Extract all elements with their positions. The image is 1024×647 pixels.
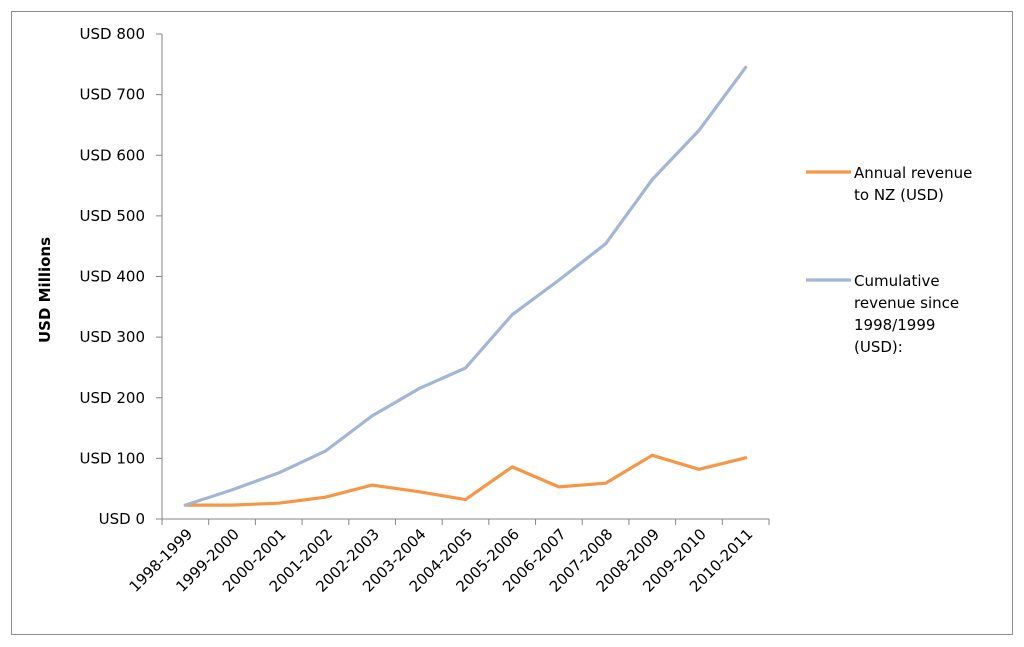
line-chart: USD 0 USD 100 USD 200 USD 300 USD 400 USD 500…: [36, 25, 972, 596]
y-tick-label: USD 300: [80, 328, 145, 346]
y-tick-label: USD 500: [80, 207, 145, 225]
x-tick-labels: 1998-19991999-20002000-20012001-20022002…: [126, 525, 757, 596]
legend: Annual revenue to NZ (USD) Cumulative reven…: [806, 164, 972, 356]
y-tick-label: USD 600: [80, 146, 145, 164]
y-tick-label: USD 800: [80, 25, 145, 43]
series-line-1: [183, 65, 748, 507]
series-line-0: [183, 453, 748, 507]
y-tick-label: USD 0: [99, 510, 145, 528]
y-tick-label: USD 700: [80, 86, 145, 104]
legend-label-1: 1998/1999: [854, 316, 935, 334]
y-tick-label: USD 400: [80, 268, 145, 286]
y-tick-labels: USD 0 USD 100 USD 200 USD 300 USD 400 USD 500…: [80, 25, 145, 528]
legend-label-0: to NZ (USD): [854, 186, 944, 204]
legend-label-1: revenue since: [854, 294, 959, 312]
axes: [156, 33, 770, 525]
y-tick-label: USD 100: [80, 449, 145, 467]
chart-frame: USD 0 USD 100 USD 200 USD 300 USD 400 USD 500…: [11, 11, 1013, 635]
y-axis-title: USD Millions: [36, 237, 54, 343]
legend-label-1: Cumulative: [854, 272, 940, 290]
series-lines: [183, 65, 748, 507]
y-tick-label: USD 200: [80, 389, 145, 407]
legend-label-0: Annual revenue: [854, 164, 972, 182]
legend-label-1: (USD):: [854, 338, 903, 356]
